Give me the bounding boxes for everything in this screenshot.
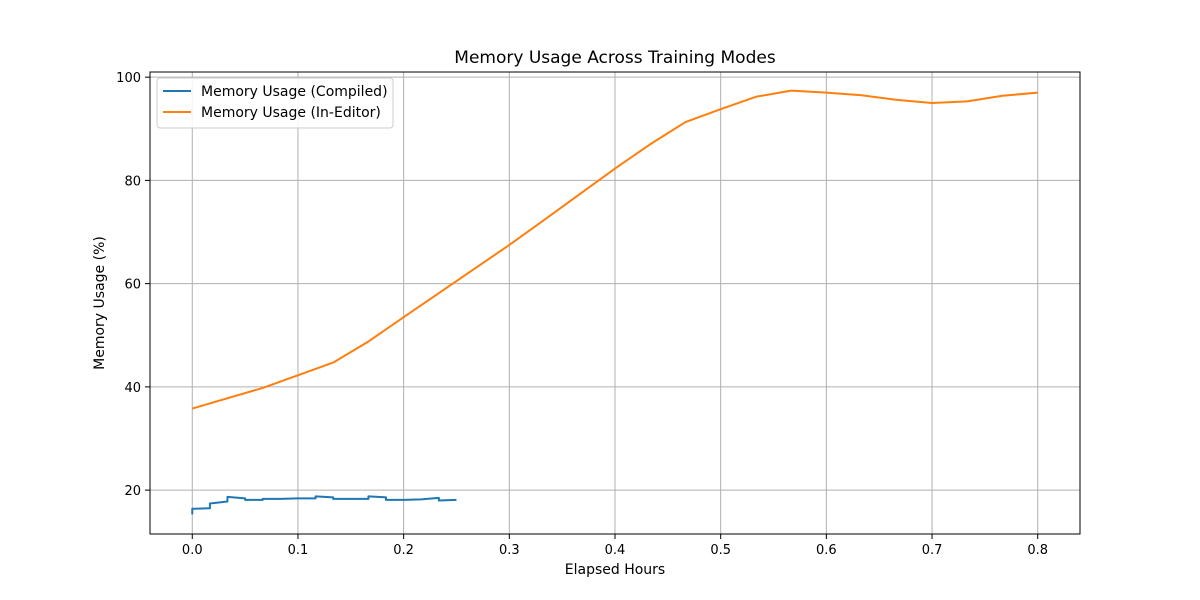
legend-label-0: Memory Usage (Compiled) <box>201 84 388 100</box>
legend: Memory Usage (Compiled) Memory Usage (In-… <box>156 77 394 129</box>
y-tick-label: 20 <box>124 484 141 499</box>
x-axis-label: Elapsed Hours <box>565 562 665 578</box>
y-axis-label: Memory Usage (%) <box>92 236 108 370</box>
series-line-0 <box>191 495 457 515</box>
grid-lines <box>150 72 1080 534</box>
y-tick-label: 80 <box>124 174 141 189</box>
series-line-1 <box>191 89 1038 410</box>
legend-box <box>156 77 394 129</box>
x-tick-label: 0.6 <box>816 543 837 558</box>
series-lines <box>191 89 1038 515</box>
x-tick-label: 0.5 <box>710 543 731 558</box>
x-tick-label: 0.3 <box>499 543 520 558</box>
x-tick-label: 0.2 <box>393 543 414 558</box>
x-tick-label: 0.8 <box>1027 543 1048 558</box>
y-tick-label: 40 <box>124 381 141 396</box>
x-tick-label: 0.0 <box>182 543 203 558</box>
y-tick-label: 100 <box>116 71 141 86</box>
chart-title: Memory Usage Across Training Modes <box>454 48 776 68</box>
legend-label-1: Memory Usage (In-Editor) <box>201 105 381 121</box>
x-tick-label: 0.7 <box>922 543 943 558</box>
x-tick-label: 0.4 <box>605 543 626 558</box>
axis-ticks: 0.0 0.1 0.2 0.3 0.4 0.5 0.6 0.7 0.8 20 40 60 80 100 <box>116 71 1048 558</box>
x-tick-label: 0.1 <box>288 543 309 558</box>
y-tick-label: 60 <box>124 278 141 293</box>
